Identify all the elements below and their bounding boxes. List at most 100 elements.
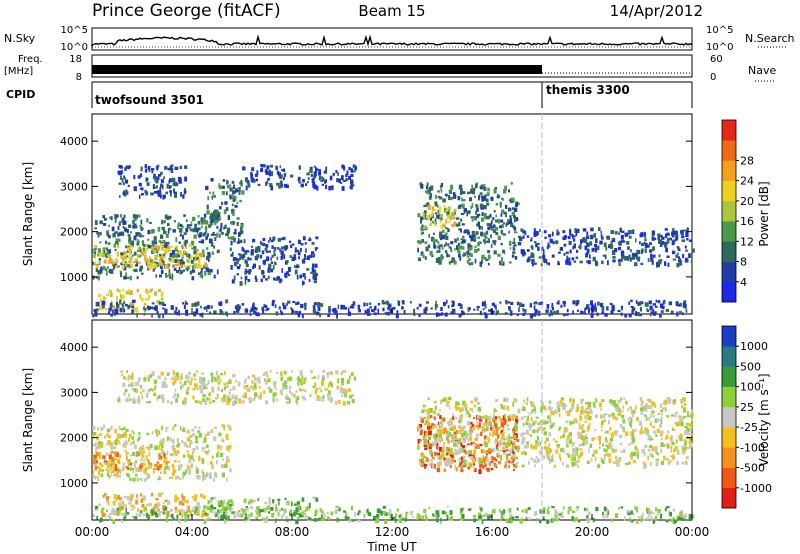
power-cell <box>518 307 520 312</box>
velocity-cell <box>160 457 163 460</box>
velocity-cell <box>576 447 579 452</box>
velocity-cell <box>589 409 592 414</box>
velocity-cell <box>636 456 639 459</box>
velocity-cell <box>660 461 664 465</box>
power-cell <box>579 260 583 264</box>
velocity-cell <box>217 375 220 380</box>
velocity-cell <box>576 431 580 436</box>
power-cell <box>677 252 679 255</box>
power-cell <box>110 268 113 272</box>
power-cell <box>124 227 127 232</box>
power-cell <box>171 273 174 278</box>
power-cell <box>238 232 241 237</box>
power-cell <box>263 164 266 168</box>
power-cell <box>439 185 442 188</box>
power-cell <box>124 180 129 183</box>
power-cell <box>109 216 113 220</box>
power-cell <box>210 218 214 223</box>
velocity-cell <box>464 403 467 408</box>
velocity-cell <box>478 512 482 516</box>
power-cell <box>672 258 677 261</box>
velocity-cell <box>651 455 654 458</box>
power-cell <box>184 165 188 169</box>
velocity-cell <box>578 423 581 427</box>
velocity-cell <box>468 432 473 437</box>
power-cell <box>612 259 616 263</box>
velocity-cell <box>491 462 494 465</box>
velocity-cell <box>423 440 426 444</box>
power-cell <box>277 172 281 177</box>
velocity-cell <box>669 459 672 463</box>
power-cell <box>132 219 135 224</box>
velocity-cell <box>230 499 233 504</box>
power-cell <box>308 238 312 242</box>
power-cell <box>144 308 147 311</box>
velocity-cell <box>213 436 217 442</box>
velocity-cell <box>285 394 288 397</box>
power-cell <box>278 185 282 189</box>
power-cell <box>304 305 307 311</box>
velocity-cell <box>497 434 500 439</box>
power-cell <box>681 235 685 239</box>
velocity-cell <box>275 387 277 391</box>
power-cell <box>446 299 448 304</box>
power-cell <box>307 177 310 180</box>
velocity-cell <box>195 510 198 513</box>
power-cell <box>201 239 205 244</box>
power-cell <box>366 302 368 307</box>
power-cell <box>463 208 467 213</box>
velocity-cell <box>233 511 236 514</box>
power-cell <box>99 241 102 244</box>
velocity-cell <box>284 380 287 385</box>
power-cell <box>158 301 162 305</box>
power-cell <box>94 227 97 230</box>
velocity-cell <box>284 370 287 375</box>
velocity-cell <box>575 460 578 464</box>
velocity-cell <box>149 444 153 449</box>
power-cell <box>142 242 144 246</box>
power-cell <box>451 211 455 215</box>
velocity-cell <box>619 457 622 460</box>
power-cell <box>135 308 138 313</box>
power-cell <box>159 234 164 239</box>
power-cell <box>501 262 504 265</box>
velocity-cell <box>166 460 170 464</box>
velocity-heatmap-cells <box>92 369 695 525</box>
power-cell <box>274 261 277 265</box>
power-cell <box>678 303 681 307</box>
power-cell <box>437 190 440 193</box>
power-cell <box>279 176 283 179</box>
power-cell <box>500 219 504 223</box>
velocity-cell <box>130 462 133 465</box>
power-cell <box>280 310 282 313</box>
power-cell <box>514 231 518 234</box>
power-cell <box>451 215 455 219</box>
power-cell <box>209 191 211 194</box>
velocity-cell <box>140 391 143 395</box>
power-cell <box>533 302 537 305</box>
power-cell <box>94 220 98 225</box>
velocity-cell <box>545 420 549 425</box>
velocity-cell <box>530 409 534 414</box>
velocity-cell <box>264 379 268 385</box>
power-cell <box>547 242 550 247</box>
velocity-cell <box>137 381 140 386</box>
velocity-cell <box>580 405 584 411</box>
power-cell <box>290 307 292 310</box>
power-cell <box>92 261 94 266</box>
power-cell <box>179 228 183 233</box>
velocity-cell <box>421 453 425 458</box>
power-cell <box>576 309 579 312</box>
velocity-cell <box>466 450 469 455</box>
power-cell <box>212 191 215 196</box>
velocity-cell <box>147 446 151 452</box>
power-cell <box>287 266 292 272</box>
power-cell <box>196 249 199 252</box>
power-cell <box>293 254 296 259</box>
power-cell <box>508 230 510 234</box>
power-cell <box>170 185 173 188</box>
power-cell <box>131 309 134 314</box>
power-cell <box>312 255 315 258</box>
velocity-cell <box>326 372 330 375</box>
